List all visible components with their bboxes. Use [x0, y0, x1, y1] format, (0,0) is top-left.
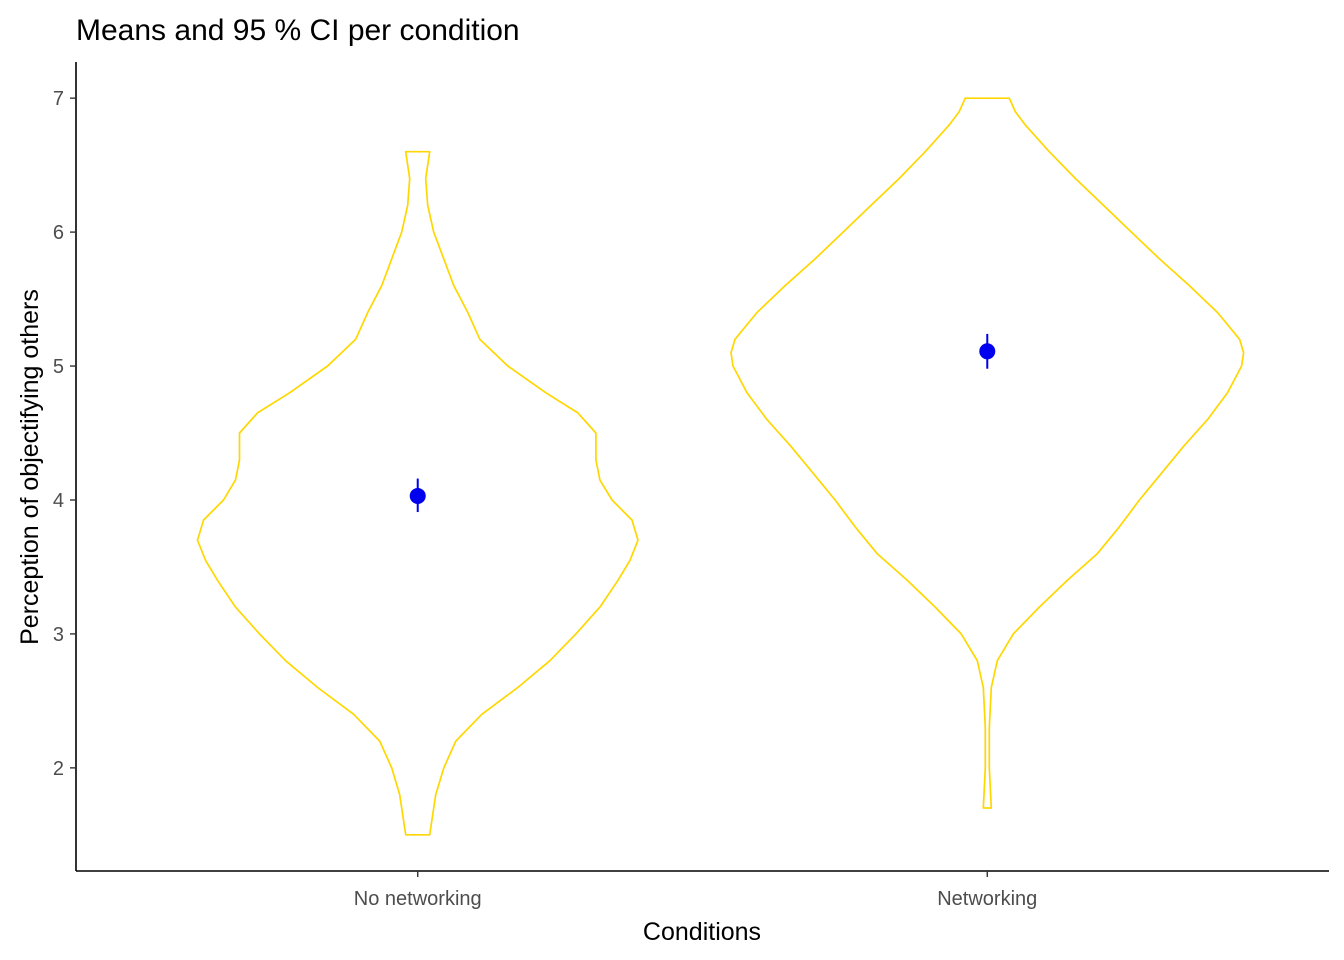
- y-tick-label: 2: [53, 758, 64, 780]
- y-ticks: 2 3 4 5 6 7: [53, 88, 76, 780]
- y-tick-label: 3: [53, 624, 64, 646]
- means-layer: [409, 333, 996, 513]
- mean-point: [979, 343, 996, 360]
- x-ticks: No networking Networking: [354, 871, 1037, 910]
- violins-layer: [196, 97, 1245, 836]
- x-tick-label: No networking: [354, 888, 482, 910]
- mean-point: [409, 487, 426, 504]
- violin-networking: [730, 97, 1245, 809]
- violin-no-networking: [196, 150, 639, 836]
- x-tick-label: Networking: [937, 888, 1037, 910]
- y-tick-label: 5: [53, 356, 64, 378]
- chart-title: Means and 95 % CI per condition: [76, 14, 520, 47]
- y-tick-label: 7: [53, 88, 64, 110]
- y-axis-title: Perception of objectifying others: [16, 289, 44, 645]
- y-tick-label: 4: [53, 490, 64, 512]
- x-axis-title: Conditions: [643, 918, 761, 946]
- y-tick-label: 6: [53, 222, 64, 244]
